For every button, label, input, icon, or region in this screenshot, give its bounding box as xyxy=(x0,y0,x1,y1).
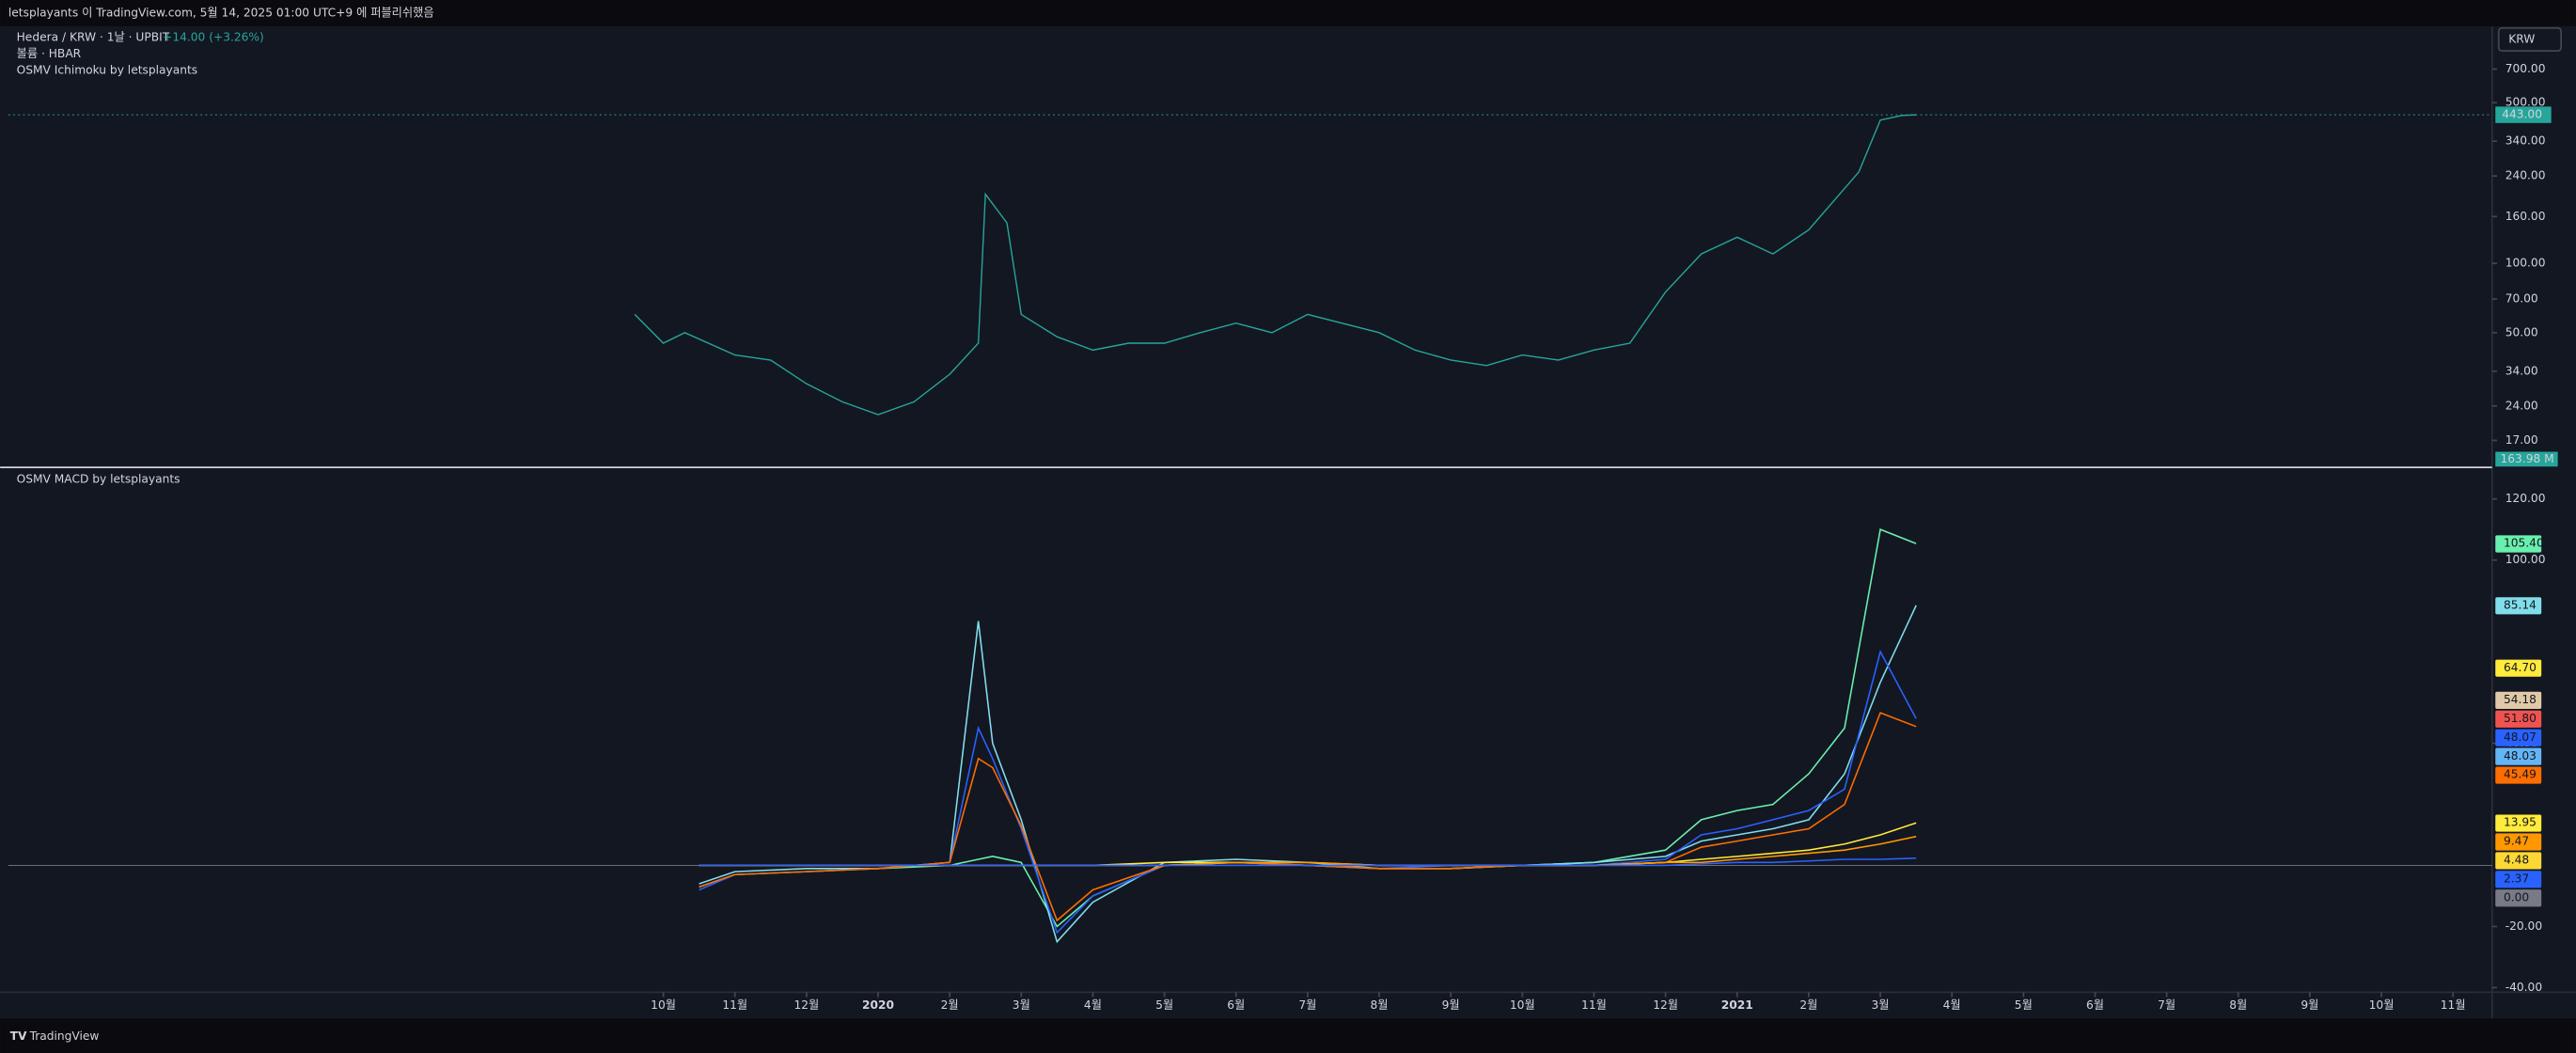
value-badge-label: 4.48 xyxy=(2504,854,2529,867)
value-badge-label: 54.18 xyxy=(2504,693,2537,706)
value-badge-label: 45.49 xyxy=(2504,768,2537,781)
x-tick-label: 11월 xyxy=(1581,998,1607,1012)
x-tick-label: 2020 xyxy=(862,998,894,1012)
bottom-bar xyxy=(0,1018,2576,1053)
y-tick-label: 17.00 xyxy=(2505,433,2538,447)
y-tick-label: -20.00 xyxy=(2505,919,2542,933)
value-badge-label: 105.40 xyxy=(2504,537,2544,550)
brand: TradingView xyxy=(29,1029,100,1043)
price-badge xyxy=(2495,106,2552,123)
y-tick-label: 120.00 xyxy=(2505,492,2546,505)
value-badge-label: 85.14 xyxy=(2504,598,2537,611)
value-badge-label: 51.80 xyxy=(2504,712,2537,725)
value-badge-label: 48.07 xyxy=(2504,731,2537,744)
value-badge xyxy=(2495,833,2542,851)
x-tick-label: 6월 xyxy=(1227,998,1245,1012)
value-badge xyxy=(2495,659,2542,677)
x-tick-label: 8월 xyxy=(2229,998,2247,1012)
value-badge xyxy=(2495,766,2542,784)
y-tick-label: 24.00 xyxy=(2505,399,2538,412)
value-badge-label: 64.70 xyxy=(2504,661,2537,674)
currency-button[interactable] xyxy=(2497,26,2563,53)
x-tick-label: 4월 xyxy=(1943,998,1961,1012)
x-tick-label: 10월 xyxy=(1510,998,1535,1012)
x-tick-label: 5월 xyxy=(1155,998,1173,1012)
indicator-legend: OSMV Ichimoku by letsplayants xyxy=(17,64,198,77)
top-bar xyxy=(0,0,2576,26)
x-tick-label: 7월 xyxy=(2158,998,2175,1012)
currency: KRW xyxy=(2508,32,2535,45)
y-tick-label: 34.00 xyxy=(2505,364,2538,377)
x-tick-label: 4월 xyxy=(1084,998,1102,1012)
y-tick-label: 100.00 xyxy=(2505,257,2546,270)
value-badge xyxy=(2495,889,2542,907)
macd-legend: OSMV MACD by letsplayants xyxy=(17,473,181,486)
x-tick-label: 12월 xyxy=(793,998,819,1012)
value-badge xyxy=(2495,871,2542,888)
x-tick-label: 2021 xyxy=(1721,998,1753,1012)
x-tick-label: 11월 xyxy=(722,998,747,1012)
price-badge-label: 443.00 xyxy=(2502,108,2542,121)
y-tick-label: -40.00 xyxy=(2505,981,2542,994)
value-badge-label: 13.95 xyxy=(2504,816,2537,829)
x-tick-label: 7월 xyxy=(1298,998,1316,1012)
x-tick-label: 2월 xyxy=(941,998,959,1012)
value-badge-label: 0.00 xyxy=(2504,890,2529,904)
x-tick-label: 9월 xyxy=(1442,998,1460,1012)
y-tick-label: 240.00 xyxy=(2505,169,2546,182)
chart-area xyxy=(0,25,2576,1019)
y-tick-label: 160.00 xyxy=(2505,210,2546,223)
value-badge-label: 9.47 xyxy=(2504,835,2529,848)
x-tick-label: 5월 xyxy=(2015,998,2033,1012)
value-badge-label: 2.37 xyxy=(2504,872,2529,885)
caption: letsplayants 이 TradingView.com, 5월 14, 2… xyxy=(8,5,434,19)
value-badge xyxy=(2495,710,2542,728)
x-tick-label: 11월 xyxy=(2441,998,2466,1012)
y-tick-label: 340.00 xyxy=(2505,134,2546,148)
value-badge xyxy=(2495,814,2542,832)
x-tick-label: 9월 xyxy=(2301,998,2318,1012)
x-tick-label: 3월 xyxy=(1872,998,1890,1012)
y-tick-label: 700.00 xyxy=(2505,62,2546,75)
value-badge xyxy=(2495,852,2542,870)
x-tick-label: 3월 xyxy=(1013,998,1030,1012)
x-tick-label: 8월 xyxy=(1371,998,1389,1012)
change: +14.00 (+3.26%) xyxy=(163,31,264,44)
x-tick-label: 6월 xyxy=(2086,998,2104,1012)
y-tick-label: 500.00 xyxy=(2505,96,2546,109)
macd-line xyxy=(699,857,1917,867)
x-tick-label: 10월 xyxy=(2369,998,2395,1012)
value-badge xyxy=(2495,597,2542,615)
brand-logo: TV xyxy=(10,1029,27,1043)
symbol: Hedera / KRW · 1날 · UPBIT xyxy=(17,31,170,44)
x-tick-label: 10월 xyxy=(651,998,676,1012)
value-badge xyxy=(2495,535,2542,553)
value-badge xyxy=(2495,691,2542,709)
y-tick-label: 50.00 xyxy=(2505,325,2538,338)
x-tick-label: 2월 xyxy=(1799,998,1817,1012)
value-badge-label: 48.03 xyxy=(2504,749,2537,762)
x-tick-label: 12월 xyxy=(1653,998,1678,1012)
volume-legend: 볼륨 · HBAR xyxy=(17,47,82,60)
price-line-series xyxy=(634,114,1917,416)
volume-badge-label: 163.98 M xyxy=(2500,452,2553,465)
value-badge xyxy=(2495,729,2542,747)
value-badge xyxy=(2495,747,2542,765)
y-tick-label: 70.00 xyxy=(2505,292,2538,306)
volume-badge xyxy=(2495,451,2558,467)
y-tick-label: 100.00 xyxy=(2505,553,2546,566)
